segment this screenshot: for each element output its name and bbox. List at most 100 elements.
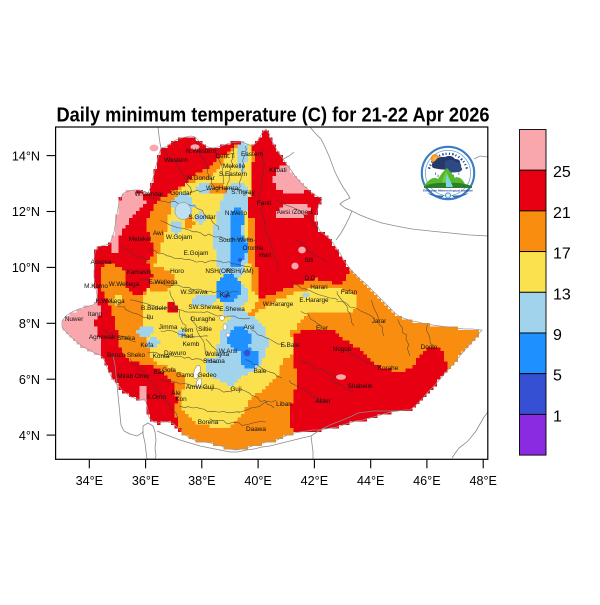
- svg-text:E.Hararge: E.Hararge: [299, 297, 329, 304]
- svg-text:Bale: Bale: [254, 368, 267, 375]
- svg-text:6°N: 6°N: [19, 373, 40, 387]
- svg-text:South Wello: South Wello: [219, 237, 254, 244]
- svg-text:Nogob: Nogob: [333, 346, 352, 353]
- svg-text:Jarar: Jarar: [372, 318, 387, 325]
- svg-text:Horo: Horo: [170, 268, 184, 275]
- svg-text:N.Gondar: N.Gondar: [187, 175, 216, 182]
- svg-text:Sheka: Sheka: [117, 335, 136, 342]
- svg-text:Sidama: Sidama: [203, 358, 225, 365]
- svg-text:40°E: 40°E: [244, 474, 271, 488]
- svg-text:Ethiopian Meteorological Insti: Ethiopian Meteorological Institute: [423, 188, 473, 192]
- svg-text:44°E: 44°E: [357, 474, 384, 488]
- svg-text:W.Wellega: W.Wellega: [109, 281, 140, 288]
- svg-text:Korahe: Korahe: [378, 365, 399, 372]
- svg-text:E.Bale: E.Bale: [281, 342, 300, 349]
- svg-text:K.Wellega: K.Wellega: [95, 298, 124, 305]
- svg-text:Awsi /Zone 1: Awsi /Zone 1: [277, 209, 314, 216]
- svg-text:N.Wello: N.Wello: [225, 210, 248, 217]
- svg-text:1: 1: [553, 408, 562, 425]
- svg-text:21: 21: [553, 205, 571, 222]
- svg-text:N.Western: N.Western: [186, 148, 217, 155]
- svg-text:Harari: Harari: [310, 284, 327, 291]
- svg-text:SW.Shewa: SW.Shewa: [188, 304, 220, 311]
- svg-text:Metekel: Metekel: [129, 236, 151, 243]
- svg-text:Bas: Bas: [153, 369, 164, 376]
- svg-text:Gondar: Gondar: [170, 190, 192, 197]
- svg-text:S.Eastern: S.Eastern: [219, 171, 248, 178]
- svg-text:12°N: 12°N: [12, 205, 40, 219]
- svg-text:Erer: Erer: [316, 325, 329, 332]
- svg-text:D.D: D.D: [304, 275, 315, 282]
- svg-text:Fanti: Fanti: [257, 200, 271, 207]
- svg-text:Wolayita: Wolayita: [205, 351, 230, 358]
- svg-text:Kilbati: Kilbati: [269, 167, 286, 174]
- svg-text:S.Omo: S.Omo: [146, 394, 166, 401]
- svg-text:Itang: Itang: [88, 311, 103, 318]
- svg-text:WagHamra: WagHamra: [206, 185, 239, 192]
- svg-text:E.Wellega: E.Wellega: [148, 279, 177, 286]
- svg-text:14°N: 14°N: [12, 149, 40, 163]
- svg-text:Kamashi: Kamashi: [127, 269, 152, 276]
- svg-text:17: 17: [553, 246, 571, 263]
- svg-text:W.Arsi: W.Arsi: [219, 348, 237, 355]
- svg-text:Kemb: Kemb: [183, 341, 200, 348]
- svg-text:S.Gondar: S.Gondar: [188, 214, 216, 221]
- svg-text:Eastern: Eastern: [241, 151, 263, 158]
- svg-text:42°E: 42°E: [301, 474, 328, 488]
- svg-text:Shabelle: Shabelle: [348, 383, 373, 390]
- svg-text:Nuwer: Nuwer: [65, 316, 84, 323]
- svg-text:Bench Sheko: Bench Sheko: [107, 352, 145, 359]
- svg-text:W.Gondar: W.Gondar: [135, 191, 165, 198]
- svg-text:Kon: Kon: [175, 396, 187, 403]
- svg-text:25: 25: [553, 164, 571, 181]
- svg-text:Yem: Yem: [181, 327, 194, 334]
- svg-text:Gamo: Gamo: [176, 372, 194, 379]
- svg-text:Awi: Awi: [153, 230, 163, 237]
- svg-text:Ilu: Ilu: [147, 314, 154, 321]
- svg-text:46°E: 46°E: [413, 474, 440, 488]
- svg-text:S.Tigray: S.Tigray: [231, 189, 255, 196]
- svg-text:NSH(OR): NSH(OR): [205, 268, 232, 275]
- svg-text:M.Komo: M.Komo: [84, 283, 108, 290]
- svg-text:Jimma: Jimma: [159, 324, 178, 331]
- svg-text:Cent.T: Cent.T: [215, 153, 234, 160]
- svg-text:Borena: Borena: [198, 419, 219, 426]
- svg-text:Assosa: Assosa: [91, 259, 112, 266]
- svg-text:Guraghe: Guraghe: [191, 316, 216, 323]
- svg-text:48°E: 48°E: [469, 474, 496, 488]
- svg-text:Liban: Liban: [276, 401, 292, 408]
- svg-text:Mirab Omo: Mirab Omo: [117, 373, 149, 380]
- svg-text:34°E: 34°E: [76, 474, 103, 488]
- svg-text:B.Bedele: B.Bedele: [141, 305, 167, 312]
- svg-text:38°E: 38°E: [188, 474, 215, 488]
- svg-text:Ale: Ale: [171, 390, 181, 397]
- svg-text:Daily minimum temperature (C): Daily minimum temperature (C) for 21-22 …: [57, 105, 490, 127]
- svg-text:AmW.Guji: AmW.Guji: [186, 384, 214, 391]
- svg-text:NSH(AM): NSH(AM): [226, 268, 253, 275]
- svg-text:W.Gojam: W.Gojam: [166, 234, 192, 241]
- svg-text:Western: Western: [164, 157, 188, 164]
- svg-text:Afder: Afder: [315, 398, 331, 405]
- svg-text:Oromia: Oromia: [243, 245, 264, 252]
- svg-text:Agnewak: Agnewak: [89, 334, 116, 341]
- svg-text:Daawa: Daawa: [246, 426, 266, 433]
- svg-text:W.Hararge: W.Hararge: [263, 301, 294, 308]
- svg-text:Gedeo: Gedeo: [197, 372, 217, 379]
- svg-text:E.Shewa: E.Shewa: [219, 306, 245, 313]
- svg-text:Doolo: Doolo: [421, 344, 438, 351]
- svg-text:5: 5: [553, 368, 562, 385]
- svg-text:Konta: Konta: [153, 353, 170, 360]
- svg-text:Hari: Hari: [259, 252, 271, 259]
- svg-text:Fafan: Fafan: [341, 289, 358, 296]
- svg-text:10°N: 10°N: [12, 261, 40, 275]
- svg-text:Gofa: Gofa: [162, 367, 176, 374]
- svg-text:36°E: 36°E: [132, 474, 159, 488]
- svg-text:Siltie: Siltie: [198, 326, 212, 333]
- svg-text:Had.: Had.: [181, 333, 195, 340]
- svg-text:Siti: Siti: [305, 257, 314, 264]
- svg-text:Mekelle: Mekelle: [223, 163, 245, 170]
- svg-text:E.Gojam: E.Gojam: [184, 250, 209, 257]
- svg-text:9: 9: [553, 327, 562, 344]
- svg-text:13: 13: [553, 286, 571, 303]
- svg-text:W.Shewa: W.Shewa: [181, 289, 208, 296]
